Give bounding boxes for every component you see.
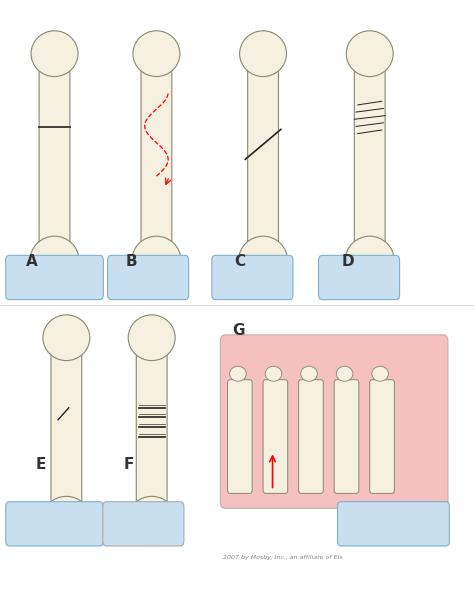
FancyBboxPatch shape bbox=[108, 255, 189, 300]
Ellipse shape bbox=[372, 366, 389, 382]
Ellipse shape bbox=[336, 366, 353, 382]
FancyBboxPatch shape bbox=[319, 255, 400, 300]
Text: 2007 by Mosby, Inc., an affiliate of Els: 2007 by Mosby, Inc., an affiliate of Els bbox=[223, 555, 342, 560]
FancyBboxPatch shape bbox=[6, 502, 103, 546]
Ellipse shape bbox=[43, 315, 90, 361]
FancyBboxPatch shape bbox=[136, 347, 167, 505]
Ellipse shape bbox=[265, 366, 282, 382]
FancyBboxPatch shape bbox=[141, 63, 172, 245]
Text: F: F bbox=[123, 457, 134, 472]
FancyBboxPatch shape bbox=[248, 63, 279, 245]
Ellipse shape bbox=[345, 236, 394, 285]
Ellipse shape bbox=[128, 315, 175, 361]
FancyBboxPatch shape bbox=[103, 502, 184, 546]
Ellipse shape bbox=[238, 236, 288, 285]
FancyBboxPatch shape bbox=[299, 380, 323, 493]
FancyBboxPatch shape bbox=[263, 380, 288, 493]
FancyBboxPatch shape bbox=[212, 255, 293, 300]
FancyBboxPatch shape bbox=[337, 502, 449, 546]
Text: G: G bbox=[232, 323, 245, 338]
Text: D: D bbox=[341, 254, 354, 269]
Ellipse shape bbox=[127, 496, 176, 545]
Ellipse shape bbox=[346, 30, 393, 77]
Ellipse shape bbox=[42, 496, 91, 545]
FancyBboxPatch shape bbox=[228, 380, 252, 493]
Ellipse shape bbox=[301, 366, 318, 382]
FancyBboxPatch shape bbox=[51, 347, 82, 505]
FancyBboxPatch shape bbox=[334, 380, 359, 493]
Ellipse shape bbox=[132, 236, 181, 285]
FancyBboxPatch shape bbox=[6, 255, 103, 300]
Text: B: B bbox=[126, 254, 137, 269]
Text: E: E bbox=[36, 457, 46, 472]
FancyBboxPatch shape bbox=[354, 63, 385, 245]
Ellipse shape bbox=[240, 30, 287, 77]
Text: C: C bbox=[235, 254, 246, 269]
Ellipse shape bbox=[30, 236, 79, 285]
FancyBboxPatch shape bbox=[220, 335, 448, 508]
FancyBboxPatch shape bbox=[39, 63, 70, 245]
Ellipse shape bbox=[229, 366, 246, 382]
FancyBboxPatch shape bbox=[370, 380, 394, 493]
Ellipse shape bbox=[31, 30, 78, 77]
Ellipse shape bbox=[133, 30, 180, 77]
Text: A: A bbox=[26, 254, 38, 269]
